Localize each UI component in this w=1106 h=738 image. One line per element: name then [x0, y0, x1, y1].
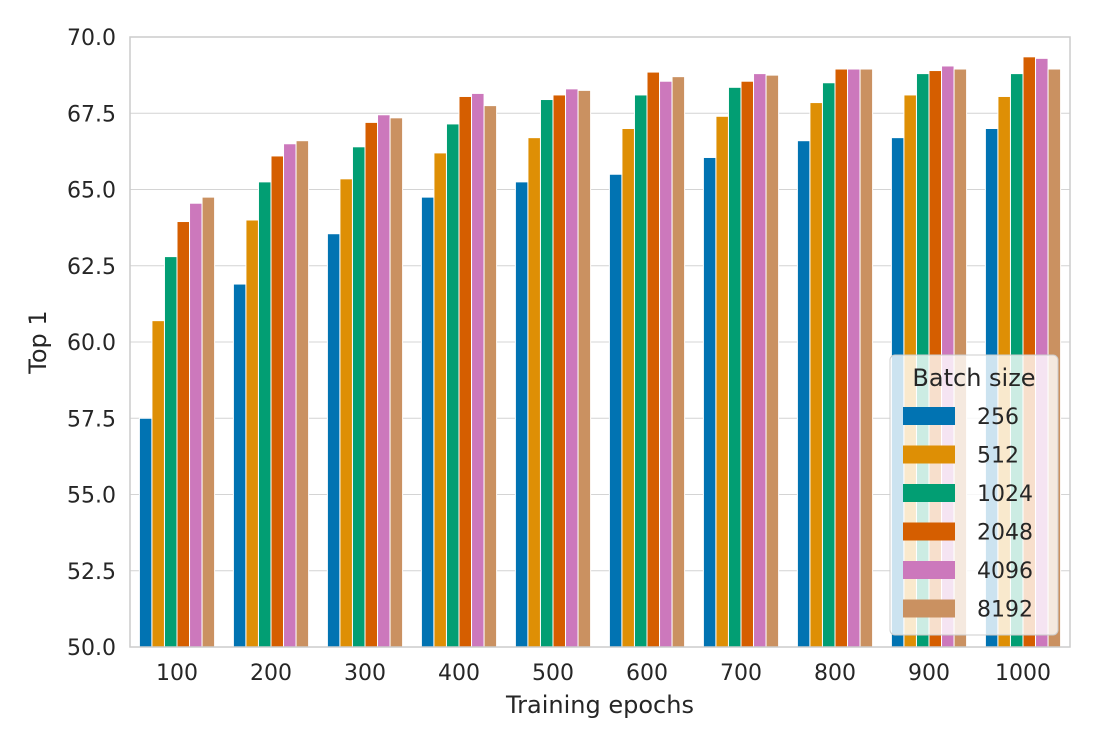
bar-100-1024: [163, 256, 178, 648]
bar-600-4096: [659, 80, 673, 648]
plot-frame: [129, 36, 1071, 648]
bar-100-512: [151, 320, 165, 648]
x-tick-label: 300: [344, 661, 386, 686]
y-tick-label: 57.5: [67, 407, 116, 432]
x-tick-label: 500: [532, 661, 574, 686]
legend-swatch-256: [903, 407, 955, 425]
x-tick-label: 900: [908, 661, 950, 686]
bar-700-2048: [740, 80, 755, 648]
x-tick-label: 700: [720, 661, 762, 686]
bar-800-8192: [859, 68, 874, 648]
y-tick-label: 60.0: [67, 331, 116, 356]
legend-title: Batch size: [912, 364, 1035, 392]
bar-500-256: [514, 181, 529, 648]
bar-200-8192: [295, 140, 310, 648]
bar-600-8192: [671, 76, 686, 648]
legend-label: 1024: [977, 482, 1033, 507]
legend-label: 8192: [977, 598, 1033, 623]
legend-swatch-1024: [903, 484, 955, 502]
x-axis-title: Training epochs: [505, 691, 694, 719]
legend-swatch-2048: [903, 522, 955, 541]
y-tick-labels: 50.0 52.5 55.0 57.5 60.0 62.5 65.0 67.5 70.0: [67, 26, 116, 661]
bar-200-256: [232, 283, 247, 648]
bar-800-2048: [834, 68, 849, 648]
legend-items: 256 512 1024 2048 4096 8192: [903, 405, 1033, 623]
bar-200-512: [245, 219, 259, 648]
bar-700-1024: [727, 86, 742, 648]
bar-600-1024: [633, 94, 648, 648]
legend-label: 2048: [977, 521, 1033, 546]
bar-300-256: [326, 233, 341, 648]
bar-700-512: [715, 115, 729, 648]
bar-500-512: [527, 137, 541, 648]
legend-swatch-512: [903, 445, 955, 464]
x-tick-label: 800: [814, 661, 856, 686]
y-tick-label: 55.0: [67, 484, 116, 509]
bar-100-2048: [176, 221, 191, 648]
bar-600-2048: [646, 71, 661, 648]
bar-700-256: [702, 156, 717, 648]
bar-500-8192: [577, 89, 592, 648]
bar-600-512: [621, 128, 635, 648]
bar-400-256: [420, 196, 435, 648]
bar-500-2048: [552, 94, 567, 648]
legend-label: 256: [977, 405, 1019, 430]
bar-200-2048: [270, 155, 285, 648]
x-tick-label: 400: [438, 661, 480, 686]
x-tick-label: 200: [250, 661, 292, 686]
y-tick-label: 65.0: [67, 179, 116, 204]
bar-700-8192: [765, 74, 780, 648]
y-tick-label: 70.0: [67, 26, 116, 51]
y-tick-label: 52.5: [67, 560, 116, 585]
bar-400-512: [433, 152, 447, 648]
bar-400-4096: [471, 92, 485, 648]
x-tick-label: 600: [626, 661, 668, 686]
bar-200-4096: [283, 143, 297, 648]
bar-300-512: [339, 178, 353, 648]
bar-200-1024: [257, 181, 272, 648]
legend: Batch size 256 512 1024 2048 4096 8192: [889, 354, 1059, 636]
x-tick-label: 1000: [995, 661, 1051, 686]
x-tick-labels: 100 200 300 400 500 600 700 800 900 1000: [156, 661, 1051, 686]
bar-400-1024: [445, 123, 460, 648]
y-tick-label: 62.5: [67, 255, 116, 280]
legend-label: 512: [977, 444, 1019, 469]
bar-500-1024: [539, 99, 554, 648]
bar-800-512: [809, 102, 823, 648]
legend-label: 4096: [977, 559, 1033, 584]
bar-800-4096: [847, 68, 861, 648]
bar-300-1024: [351, 146, 366, 648]
bar-500-4096: [565, 88, 579, 648]
legend-swatch-8192: [903, 599, 955, 618]
bar-100-8192: [201, 196, 216, 648]
bar-300-4096: [377, 114, 391, 648]
bar-100-256: [138, 417, 153, 648]
y-tick-label: 50.0: [67, 636, 116, 661]
bar-800-1024: [821, 82, 836, 648]
y-tick-label: 67.5: [67, 102, 116, 127]
bar-100-4096: [189, 202, 203, 648]
bar-700-4096: [753, 73, 767, 648]
x-tick-label: 100: [156, 661, 198, 686]
bar-400-2048: [458, 95, 473, 648]
bar-600-256: [608, 173, 623, 648]
bar-400-8192: [483, 105, 498, 648]
legend-swatch-4096: [903, 561, 955, 579]
y-axis-title: Top 1: [24, 310, 52, 374]
bar-300-2048: [364, 121, 379, 648]
bar-300-8192: [389, 117, 404, 648]
bar-800-256: [796, 140, 811, 648]
